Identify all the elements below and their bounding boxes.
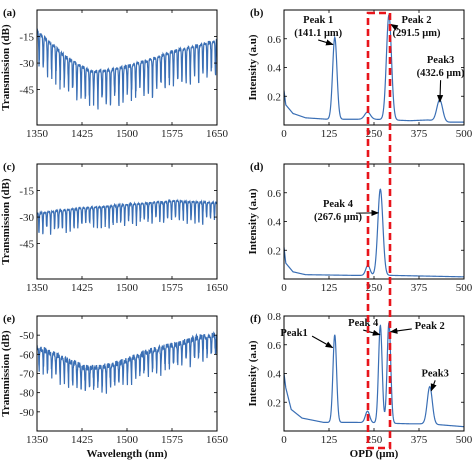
x-tick-label: 1650 — [206, 434, 229, 446]
y-tick-label: 0.6 — [267, 188, 281, 200]
panel-label: (b) — [250, 7, 264, 19]
x-tick-label: 1575 — [161, 282, 184, 294]
y-tick-label: -45 — [19, 239, 34, 251]
x-tick-label: 1425 — [71, 128, 94, 140]
y-tick-label: -15 — [19, 186, 34, 198]
peak-annotation: Peak 4 (267.6 μm) — [314, 199, 362, 223]
series-line-a — [37, 28, 217, 110]
panel-f: 0 125 250 375 500 0.2 0.4 0.6 0.8 (f) Intensity (a… — [247, 311, 473, 460]
panel-c: 1350 1425 1500 1575 1650 -15 -30 -45 (c) Transmis… — [0, 161, 229, 294]
y-axis-label: Transmission (dB) — [0, 178, 12, 265]
panel-label: (e) — [3, 313, 16, 325]
x-tick-label: 1650 — [206, 128, 229, 140]
panel-label: (a) — [3, 7, 16, 19]
x-axis-label: Wavelength (nm) — [87, 448, 168, 460]
y-tick-label: -50 — [19, 330, 34, 342]
panel-a: 1350 1425 1500 1575 1650 -15 -30 -45 (a) Transmis… — [0, 7, 229, 140]
y-tick-label: 0.2 — [267, 245, 281, 257]
y-tick-label: -60 — [19, 349, 34, 361]
annotation-arrow — [318, 39, 334, 46]
x-tick-label: 0 — [281, 128, 287, 140]
x-tick-label: 1500 — [116, 434, 139, 446]
x-tick-label: 1650 — [206, 282, 229, 294]
x-tick-label: 1575 — [161, 128, 184, 140]
x-tick-label: 1350 — [26, 282, 49, 294]
y-tick-label: -15 — [19, 32, 34, 44]
y-tick-label: -90 — [19, 407, 34, 419]
peak-annotation: Peak3 — [421, 368, 448, 379]
x-tick-label: 250 — [366, 128, 383, 140]
y-tick-label: 0.2 — [267, 91, 281, 103]
x-tick-label: 375 — [411, 434, 428, 446]
panel-label: (d) — [250, 161, 264, 173]
y-axis-label: Intensity (a.u) — [247, 34, 259, 100]
y-axis-label: Transmission (dB) — [0, 24, 12, 111]
x-tick-label: 500 — [456, 128, 473, 140]
y-tick-label: -30 — [19, 58, 34, 70]
peak-annotation: Peak 1 (141.1 μm) — [294, 15, 342, 39]
x-tick-label: 1350 — [26, 434, 49, 446]
x-tick-label: 500 — [456, 434, 473, 446]
panel-label: (f) — [250, 313, 261, 325]
annotation-arrow — [311, 335, 334, 349]
series-line-d — [284, 188, 464, 278]
x-tick-label: 125 — [321, 282, 338, 294]
y-tick-label: 0.2 — [267, 397, 281, 409]
x-tick-label: 1500 — [116, 128, 139, 140]
annotation-arrow — [390, 23, 399, 31]
peak-annotation: Peak3 (432.6 μm) — [417, 55, 465, 79]
x-tick-label: 0 — [281, 282, 287, 294]
y-axis-label: Intensity (a.u) — [247, 340, 259, 406]
plot-frame-c — [36, 163, 218, 280]
x-tick-label: 125 — [321, 128, 338, 140]
y-axis-label: Intensity (a.u) — [247, 188, 259, 254]
plot-frame-d — [283, 163, 465, 280]
annotation-arrow — [430, 380, 437, 392]
y-tick-label: 0.6 — [267, 340, 281, 352]
x-tick-label: 1425 — [71, 434, 94, 446]
x-tick-label: 1500 — [116, 282, 139, 294]
panel-e: 1350 1425 1500 1575 1650 -50 -60 -70 -80 -90 (e) Tr… — [0, 313, 229, 460]
annotation-arrow — [437, 80, 444, 103]
series-line-f — [284, 322, 464, 428]
y-axis-label: Transmission (dB) — [0, 330, 12, 417]
x-tick-label: 250 — [366, 282, 383, 294]
panel-b: 0 125 250 375 500 0.2 0.4 0.6 (b) Intensity (a.u)… — [247, 7, 473, 140]
panel-d: 0 125 250 375 500 0.2 0.4 0.6 (d) Intensity (a.u)… — [247, 161, 473, 294]
y-tick-label: 0.6 — [267, 34, 281, 46]
annotation-arrow — [363, 329, 381, 336]
peak-annotation: Peak1 — [280, 328, 307, 339]
y-tick-label: -70 — [19, 369, 34, 381]
series-line-c — [37, 198, 217, 235]
y-tick-label: -80 — [19, 388, 34, 400]
highlight-box — [366, 11, 392, 450]
annotation-arrow — [389, 327, 412, 334]
x-axis-label: OPD (μm) — [350, 448, 399, 460]
x-tick-label: 500 — [456, 282, 473, 294]
x-tick-label: 125 — [321, 434, 338, 446]
y-tick-label: 0.4 — [267, 63, 281, 75]
series-line-e — [37, 331, 217, 394]
panel-label: (c) — [3, 161, 16, 173]
series-line-b — [284, 14, 464, 123]
y-tick-label: -30 — [19, 212, 34, 224]
y-tick-label: 0.4 — [267, 217, 281, 229]
x-tick-label: 375 — [411, 282, 428, 294]
x-tick-label: 375 — [411, 128, 428, 140]
peak-annotation: Peak 2 — [415, 321, 445, 332]
peak-annotation: Peak 2 (291.5 μm) — [393, 15, 441, 39]
x-tick-label: 250 — [366, 434, 383, 446]
peak-annotation: Peak 4 — [348, 318, 379, 329]
y-tick-label: -45 — [19, 85, 34, 97]
x-tick-label: 0 — [281, 434, 287, 446]
x-tick-label: 1425 — [71, 282, 94, 294]
y-tick-label: 0.8 — [267, 311, 281, 323]
x-tick-label: 1350 — [26, 128, 49, 140]
x-tick-label: 1575 — [161, 434, 184, 446]
y-tick-label: 0.4 — [267, 369, 281, 381]
